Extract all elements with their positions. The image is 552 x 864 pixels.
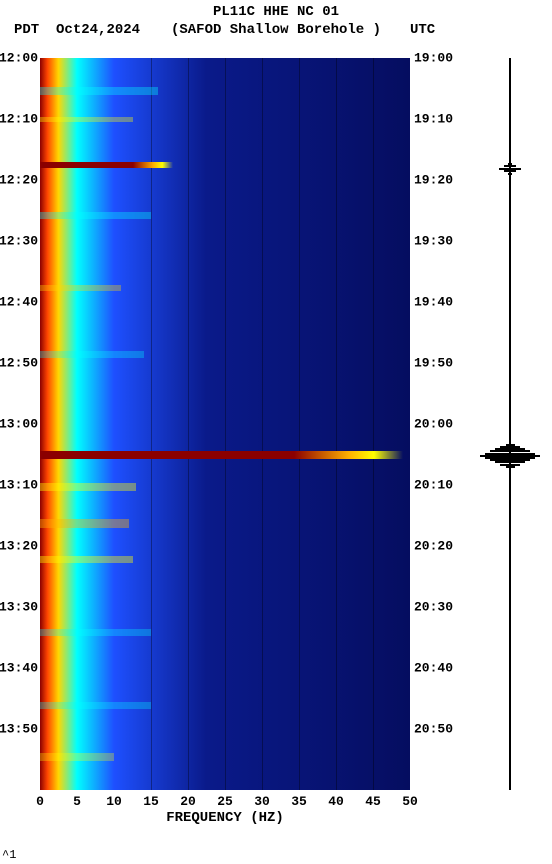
ytick-right: 20:00	[414, 417, 453, 432]
xtick: 0	[36, 794, 44, 809]
ytick-left: 12:50	[0, 356, 38, 371]
spectrogram-plot	[40, 58, 410, 790]
grid-line	[336, 58, 337, 790]
noise-band	[40, 702, 151, 709]
grid-line	[373, 58, 374, 790]
noise-band	[40, 351, 144, 358]
ytick-right: 20:40	[414, 661, 453, 676]
noise-band	[40, 753, 114, 760]
ytick-left: 12:30	[0, 234, 38, 249]
xtick: 15	[143, 794, 159, 809]
grid-line	[225, 58, 226, 790]
ytick-left: 12:40	[0, 295, 38, 310]
xtick: 10	[106, 794, 122, 809]
ytick-left: 13:20	[0, 539, 38, 554]
ytick-right: 20:10	[414, 478, 453, 493]
noise-band	[40, 285, 121, 291]
grid-line	[151, 58, 152, 790]
grid-line	[299, 58, 300, 790]
station-title: PL11C HHE NC 01	[0, 4, 552, 20]
ytick-left: 13:40	[0, 661, 38, 676]
waveform-spike	[480, 173, 540, 175]
ytick-right: 19:10	[414, 112, 453, 127]
xtick: 20	[180, 794, 196, 809]
noise-band	[40, 629, 151, 636]
xtick: 50	[402, 794, 418, 809]
xtick: 35	[291, 794, 307, 809]
corner-mark: ^1	[2, 848, 16, 862]
header-center: (SAFOD Shallow Borehole )	[0, 22, 552, 38]
ytick-left: 13:10	[0, 478, 38, 493]
noise-band	[40, 483, 136, 492]
xtick: 25	[217, 794, 233, 809]
noise-band	[40, 117, 133, 123]
xtick: 45	[365, 794, 381, 809]
ytick-left: 12:10	[0, 112, 38, 127]
seismic-event	[40, 162, 173, 168]
seismic-event	[40, 451, 403, 459]
ytick-left: 13:50	[0, 722, 38, 737]
xtick: 30	[254, 794, 270, 809]
noise-band	[40, 519, 129, 528]
noise-band	[40, 556, 133, 563]
ytick-right: 19:40	[414, 295, 453, 310]
waveform-strip	[480, 58, 540, 790]
ytick-right: 20:20	[414, 539, 453, 554]
ytick-left: 13:30	[0, 600, 38, 615]
xtick: 5	[73, 794, 81, 809]
header-right-tz: UTC	[410, 22, 435, 38]
waveform-spike	[480, 466, 540, 468]
ytick-right: 19:50	[414, 356, 453, 371]
page-root: PL11C HHE NC 01 PDT Oct24,2024 (SAFOD Sh…	[0, 0, 552, 864]
ytick-left: 12:20	[0, 173, 38, 188]
ytick-right: 20:50	[414, 722, 453, 737]
x-axis-label: FREQUENCY (HZ)	[40, 810, 410, 826]
ytick-right: 19:00	[414, 51, 453, 66]
grid-line	[188, 58, 189, 790]
ytick-left: 12:00	[0, 51, 38, 66]
noise-band	[40, 87, 158, 94]
xtick: 40	[328, 794, 344, 809]
noise-band	[40, 212, 151, 219]
grid-line	[262, 58, 263, 790]
ytick-left: 13:00	[0, 417, 38, 432]
ytick-right: 20:30	[414, 600, 453, 615]
ytick-right: 19:30	[414, 234, 453, 249]
ytick-right: 19:20	[414, 173, 453, 188]
